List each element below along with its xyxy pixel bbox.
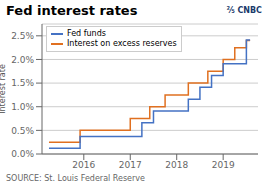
- svg-text:2017: 2017: [119, 160, 142, 170]
- html-text:⅖ CNBC: ⅖ CNBC: [226, 5, 262, 15]
- html-text:Interest on excess reserves: Interest on excess reserves: [67, 39, 177, 48]
- svg-text:1.5%: 1.5%: [11, 78, 34, 88]
- svg-text:2019: 2019: [212, 160, 235, 170]
- svg-text:2.5%: 2.5%: [11, 31, 34, 41]
- html-text:Fed funds: Fed funds: [67, 29, 106, 38]
- svg-text:2.0%: 2.0%: [11, 55, 34, 65]
- html-text:Fed interest rates: Fed interest rates: [6, 2, 138, 18]
- html-text:SOURCE: St. Louis Federal Rese: SOURCE: St. Louis Federal Reserve: [6, 174, 145, 183]
- svg-text:2018: 2018: [165, 160, 188, 170]
- svg-text:1.0%: 1.0%: [11, 102, 34, 112]
- svg-text:0.0%: 0.0%: [11, 149, 34, 159]
- svg-text:2016: 2016: [72, 160, 95, 170]
- svg-text:0.5%: 0.5%: [11, 126, 34, 136]
